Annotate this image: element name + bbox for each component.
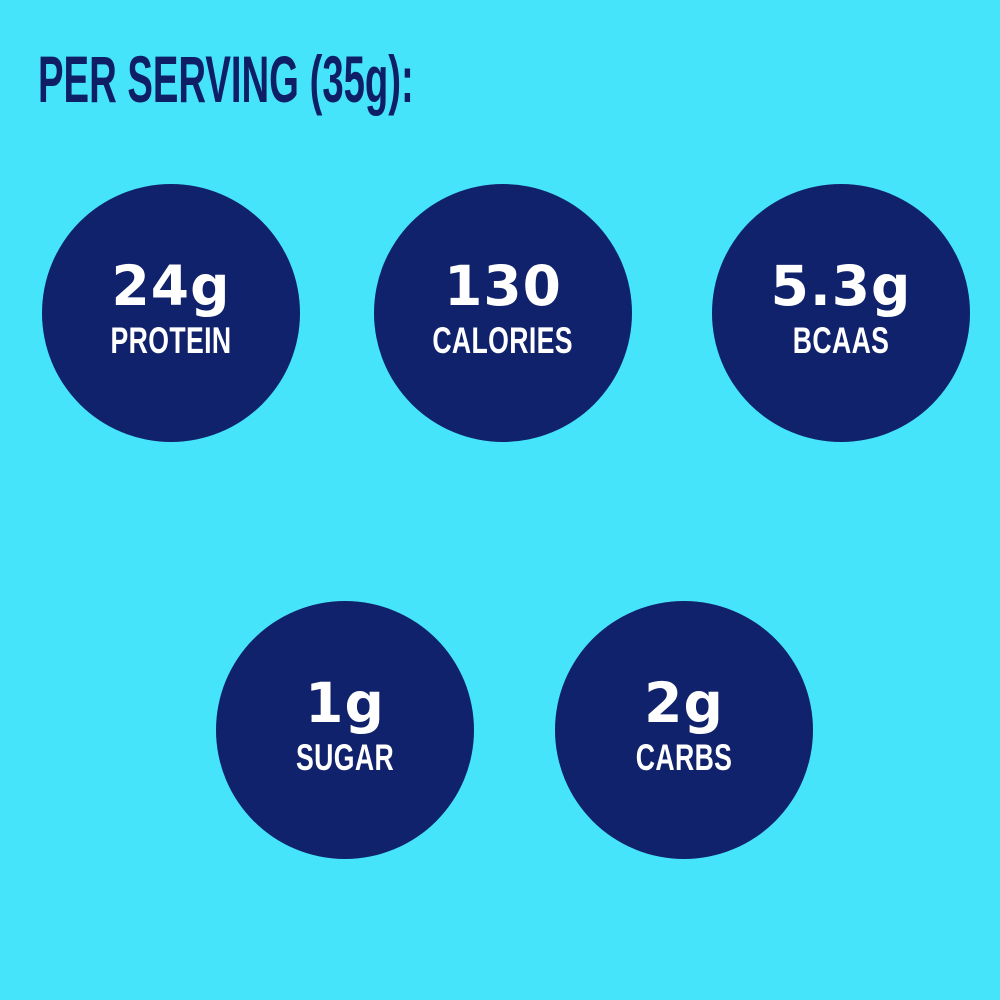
sugar-value: 1g	[305, 671, 385, 735]
carbs-value: 2g	[644, 671, 724, 735]
calories-label: CALORIES	[432, 320, 574, 361]
protein-label: PROTEIN	[110, 320, 232, 361]
calories-value: 130	[444, 254, 562, 318]
stat-circle-calories: 130 CALORIES	[374, 184, 632, 442]
bcaas-label: BCAAS	[792, 320, 890, 361]
page-title: PER SERVING (35g):	[38, 42, 414, 116]
bcaas-value: 5.3g	[770, 254, 912, 318]
stat-circle-bcaas: 5.3g BCAAS	[712, 184, 970, 442]
stat-circle-carbs: 2g CARBS	[555, 601, 813, 859]
protein-value: 24g	[111, 254, 231, 318]
carbs-label: CARBS	[635, 737, 733, 778]
stat-circle-protein: 24g PROTEIN	[42, 184, 300, 442]
stat-circle-sugar: 1g SUGAR	[216, 601, 474, 859]
sugar-label: SUGAR	[295, 737, 395, 778]
